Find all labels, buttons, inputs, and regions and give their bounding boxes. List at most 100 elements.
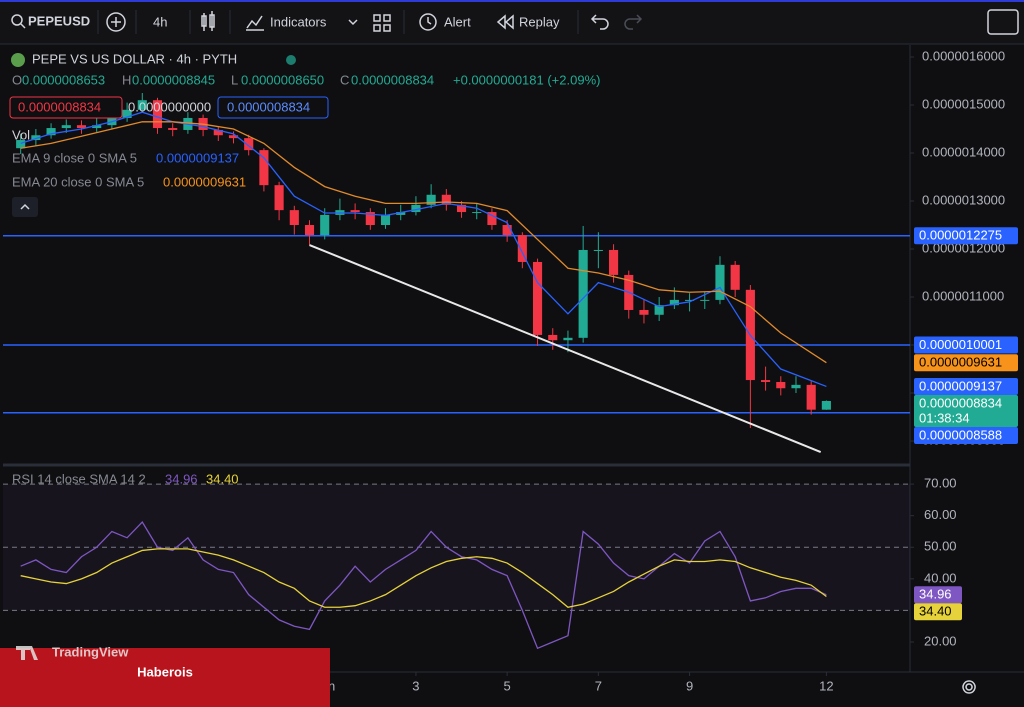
candle-body bbox=[532, 261, 543, 335]
price-label: 0.0000008588 bbox=[919, 427, 1002, 442]
price-label-bg bbox=[914, 394, 1018, 427]
candle-body bbox=[776, 381, 786, 389]
price-label-bg bbox=[914, 354, 1018, 372]
candle-body bbox=[320, 214, 330, 236]
redo-button[interactable] bbox=[624, 14, 643, 30]
candle-body bbox=[654, 305, 664, 315]
candle-body bbox=[608, 249, 619, 275]
candle-body bbox=[593, 249, 603, 251]
candle-body bbox=[685, 299, 695, 301]
search-icon[interactable] bbox=[11, 14, 23, 26]
rsi-legend-value: 34.40 bbox=[206, 471, 239, 486]
indicators-icon[interactable] bbox=[246, 15, 264, 31]
candle-body bbox=[213, 129, 223, 136]
candle-body bbox=[791, 384, 801, 389]
price-label: 0.0000012275 bbox=[919, 228, 1002, 243]
candle-body bbox=[502, 225, 512, 236]
alert-icon[interactable] bbox=[419, 13, 437, 31]
candle-body bbox=[715, 264, 725, 300]
watermark: TradingView bbox=[52, 644, 129, 659]
rsi-line bbox=[20, 520, 827, 650]
add-symbol[interactable] bbox=[106, 12, 126, 32]
interval-button[interactable]: 4h bbox=[153, 14, 167, 29]
countdown: 01:38:34 bbox=[919, 410, 970, 425]
ema-line bbox=[20, 111, 827, 388]
alert-icon-hands bbox=[427, 17, 432, 25]
sell-button[interactable] bbox=[9, 96, 123, 119]
candle-body bbox=[578, 249, 588, 338]
candle-body bbox=[426, 194, 436, 205]
sell-price[interactable]: 0.0000008834 bbox=[18, 99, 101, 114]
candle-body bbox=[92, 125, 102, 129]
candle-body bbox=[380, 214, 391, 226]
candle-body bbox=[304, 225, 315, 236]
candle-body bbox=[122, 109, 132, 118]
panel-button[interactable] bbox=[987, 9, 1019, 35]
collapse-icon bbox=[20, 203, 30, 210]
axis-layer: 0.0000016000 0.0000015000 0.0000014000 0.00… bbox=[44, 48, 1018, 693]
candle-body bbox=[639, 309, 649, 315]
price-label: 0.0000010001 bbox=[919, 337, 1002, 352]
candle-body bbox=[563, 337, 573, 341]
candle-body bbox=[61, 125, 71, 129]
candle-body bbox=[806, 384, 816, 410]
ema-legend-value: 0.0000009631 bbox=[163, 174, 246, 189]
candle-body bbox=[137, 100, 147, 110]
rsi-line bbox=[20, 548, 827, 608]
price-label: 0.0000009137 bbox=[919, 378, 1002, 393]
legend-key: L bbox=[231, 72, 238, 87]
price-label-bg bbox=[914, 336, 1018, 354]
candle-body bbox=[350, 210, 360, 213]
add-symbol-plus bbox=[111, 17, 121, 27]
legend-change: +0.0000000181 (+2.09%) bbox=[453, 72, 600, 87]
ema-legend-value: 0.0000009137 bbox=[156, 150, 239, 165]
search-icon-handle bbox=[20, 23, 26, 29]
trend-line bbox=[309, 244, 822, 453]
candle-body bbox=[517, 235, 527, 262]
symbol-search[interactable]: PEPEUSD bbox=[28, 13, 90, 28]
candle-body bbox=[548, 334, 558, 341]
alert-button[interactable]: Alert bbox=[444, 14, 471, 29]
indicators-dropdown[interactable] bbox=[348, 19, 358, 26]
price-label: 34.40 bbox=[919, 604, 952, 619]
chart-title: PEPE VS US DOLLAR · 4h · PYTH bbox=[32, 51, 237, 66]
legend-value: 0.0000008653 bbox=[22, 72, 105, 87]
y-tick-label: 0.0000016000 bbox=[922, 48, 1005, 63]
y-tick-label: 70.00 bbox=[924, 476, 957, 491]
candle-body bbox=[168, 128, 178, 130]
legend-value: 0.0000008650 bbox=[241, 72, 324, 87]
candle-body bbox=[31, 135, 41, 141]
x-tick-label: 9 bbox=[686, 678, 693, 693]
collapse-legend[interactable] bbox=[12, 197, 38, 217]
y-tick-label: 0.0000014000 bbox=[922, 144, 1005, 159]
layout-button[interactable] bbox=[373, 14, 391, 32]
ema-legend: EMA 9 close 0 SMA 5 bbox=[12, 150, 137, 165]
settings-button[interactable] bbox=[962, 680, 976, 694]
indicators-button[interactable]: Indicators bbox=[270, 14, 327, 29]
price-label-bg bbox=[914, 426, 1018, 444]
candle-body bbox=[16, 140, 26, 149]
y-tick-label: 50.00 bbox=[924, 539, 957, 554]
candle-body bbox=[76, 125, 87, 129]
ema-legend: EMA 20 close 0 SMA 5 bbox=[12, 174, 144, 189]
replay-button[interactable]: Replay bbox=[519, 14, 560, 29]
toolbar-bg bbox=[0, 0, 1024, 44]
buy-price[interactable]: 0.0000008834 bbox=[227, 99, 310, 114]
chart-type-button[interactable] bbox=[201, 11, 215, 31]
price-label-bg bbox=[914, 586, 962, 604]
x-tick-label: 7 bbox=[595, 678, 602, 693]
spread: 0.0000000000 bbox=[128, 99, 211, 114]
candle-body bbox=[669, 299, 679, 306]
x-tick-label: 5 bbox=[504, 678, 511, 693]
candle-body bbox=[152, 100, 163, 129]
replay-icon[interactable] bbox=[496, 14, 514, 30]
market-status bbox=[286, 55, 296, 65]
legend-key: O bbox=[12, 72, 22, 87]
undo-button[interactable] bbox=[590, 14, 609, 30]
buy-button[interactable] bbox=[217, 96, 329, 119]
candle-body bbox=[700, 299, 710, 301]
symbol-logo bbox=[11, 53, 25, 67]
price-label-bg bbox=[914, 227, 1018, 245]
